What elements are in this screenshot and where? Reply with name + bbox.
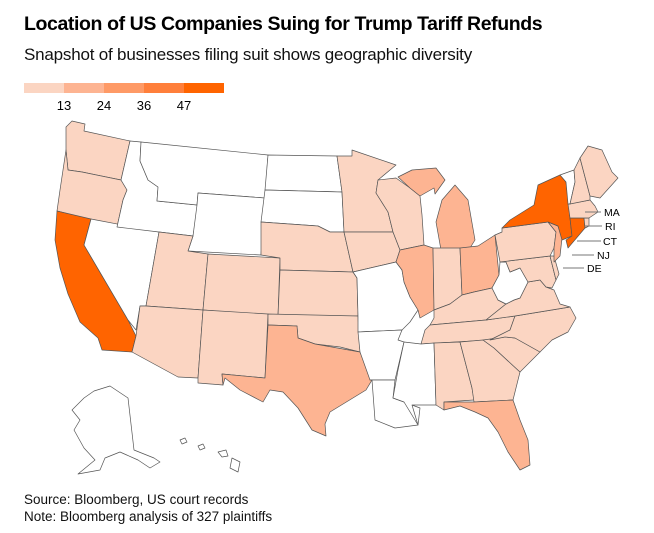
state-ks (277, 269, 359, 317)
state-nc (489, 306, 577, 353)
legend-break-label: 36 (136, 98, 152, 113)
chart-title: Location of US Companies Suing for Trump… (24, 13, 543, 35)
state-nd (264, 154, 343, 193)
state-fl (443, 399, 531, 471)
state-me (579, 145, 619, 199)
legend-break-label: 47 (176, 98, 192, 113)
state-nm (197, 309, 269, 386)
callout-label-ct: CT (603, 236, 618, 248)
legend-labels: 13 24 36 47 (24, 98, 224, 114)
legend-bin-4 (144, 83, 184, 93)
state-mi (397, 167, 476, 251)
color-legend (24, 83, 224, 93)
chart-subtitle: Snapshot of businesses filing suit shows… (24, 45, 472, 64)
callout-label-nj: NJ (597, 250, 610, 262)
callout-label-de: DE (587, 263, 602, 275)
footer: Source: Bloomberg, US court records Note… (24, 491, 272, 525)
source-note: Source: Bloomberg, US court records (24, 492, 249, 507)
callout-label-ma: MA (604, 207, 620, 219)
legend-bin-3 (104, 83, 144, 93)
legend-break-label: 24 (96, 98, 112, 113)
state-de (549, 255, 560, 281)
state-ak (71, 385, 161, 475)
methodology-note: Note: Bloomberg analysis of 327 plaintif… (24, 509, 273, 524)
state-hi (179, 437, 241, 473)
state-co (202, 253, 281, 317)
state-ar (357, 329, 405, 381)
state-tx (221, 324, 373, 437)
state-az (131, 305, 204, 379)
state-la (369, 379, 421, 429)
callout-label-ri: RI (605, 221, 616, 233)
state-wy (187, 192, 266, 256)
legend-break-label: 13 (56, 98, 72, 113)
legend-bin-1 (24, 83, 64, 93)
legend-bin-5 (184, 83, 224, 93)
state-il (395, 244, 435, 319)
legend-bin-2 (64, 83, 104, 93)
